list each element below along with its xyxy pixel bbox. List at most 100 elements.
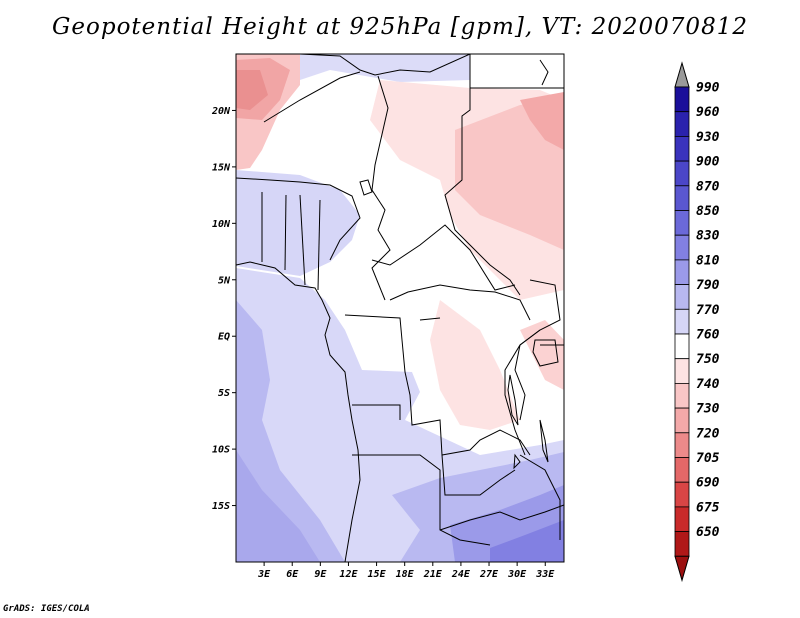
lakes <box>359 179 559 470</box>
height-field <box>236 54 564 562</box>
colorbar-level-label: 870 <box>696 179 720 194</box>
lat-tick-label: 5N <box>218 275 231 286</box>
border-zambia <box>439 504 564 531</box>
colorbar-level-label: 990 <box>696 81 720 96</box>
colorbar-swatch <box>674 160 690 187</box>
shade-745-lakes <box>520 320 564 390</box>
shade-750-central <box>430 300 520 430</box>
shade-730-ne <box>520 92 564 150</box>
colorbar-level-label: 740 <box>696 377 720 392</box>
colorbar-swatch <box>674 210 690 236</box>
shade-720-nw <box>236 70 268 110</box>
border-chad-sudan <box>444 54 521 296</box>
lon-tick-label: 12E <box>339 569 358 580</box>
colorbar-level-label: 705 <box>696 451 720 466</box>
shade-810 <box>236 450 320 562</box>
colorbar-level-label: 690 <box>696 476 720 491</box>
lon-tick-label: 18E <box>396 569 415 580</box>
border-ne-detail <box>539 59 549 86</box>
chart-title: Geopotential Height at 925hPa [gpm], VT:… <box>52 14 748 40</box>
lon-tick-label: 9E <box>314 569 327 580</box>
colorbar-level-label: 730 <box>696 402 720 417</box>
border-wa2 <box>284 194 287 271</box>
colorbar-swatch <box>674 135 690 162</box>
lon-tick-label: 30E <box>507 569 527 580</box>
colorbar-swatch <box>674 234 690 261</box>
border-car <box>371 224 516 291</box>
footer-credit: GrADS: IGES/COLA <box>3 604 90 614</box>
border-drc-north <box>389 284 531 321</box>
border-mali <box>263 71 361 123</box>
colorbar-swatch <box>674 185 690 211</box>
colorbar-bottom-cap <box>674 555 690 583</box>
lat-tick-label: 15N <box>212 162 231 173</box>
colorbar-swatch <box>674 308 690 335</box>
border-north <box>299 54 471 76</box>
colorbar-level-label: 750 <box>696 352 720 367</box>
colorbar-level-label: 830 <box>696 229 720 244</box>
border-wa3 <box>299 194 306 286</box>
colorbar-swatch <box>674 86 690 113</box>
border-wa4 <box>317 199 321 291</box>
colorbar-swatch <box>674 481 690 508</box>
colorbar-level-label: 790 <box>696 278 720 293</box>
lat-tick-label: 15S <box>212 501 230 512</box>
colorbar-swatch <box>674 457 690 483</box>
lat-tick-label: 5S <box>218 388 230 399</box>
lake-tanganyika <box>507 374 519 426</box>
colorbar: 990 960 930 900 870 850 830 810 790 770 760 750 740 7… <box>674 61 720 583</box>
lake-malawi <box>539 419 549 463</box>
lake-chad <box>359 179 373 196</box>
colorbar-level-label: 650 <box>696 525 720 540</box>
lat-tick-label: 20N <box>211 106 231 117</box>
colorbar-level-label: 850 <box>696 204 720 219</box>
longitude-axis: 3E 6E 9E 12E 15E 18E 21E 24E 27E 30E 33E <box>257 562 555 580</box>
colorbar-top-cap <box>674 61 690 88</box>
colorbar-level-label: 900 <box>696 155 720 170</box>
shade-770-west <box>236 170 360 276</box>
lon-tick-label: 21E <box>423 569 443 580</box>
shade-740-ne <box>455 100 564 250</box>
colorbar-swatch <box>674 382 690 409</box>
colorbar-level-label: 810 <box>696 253 720 268</box>
river-congo <box>419 317 441 321</box>
colorbar-level-label: 720 <box>696 426 720 441</box>
lon-tick-label: 27E <box>479 569 499 580</box>
border-namibia <box>352 454 491 546</box>
colorbar-level-label: 960 <box>696 105 720 120</box>
map-frame <box>235 53 565 563</box>
colorbar-swatch <box>674 531 690 557</box>
colorbar-swatch <box>674 111 690 137</box>
lake-kariba <box>513 453 521 470</box>
shade-830-se <box>490 520 564 562</box>
lon-tick-label: 24E <box>451 569 471 580</box>
colorbar-swatch <box>674 259 690 285</box>
lon-tick-label: 15E <box>368 569 387 580</box>
latitude-axis: 20N 15N 10N 5N EQ 5S 10S 15S <box>211 106 236 512</box>
border-tanzania <box>514 329 541 421</box>
lat-tick-label: 10S <box>212 445 230 456</box>
political-borders <box>236 54 564 562</box>
border-mozambique <box>519 454 561 540</box>
lake-victoria <box>532 339 559 367</box>
shade-770-north <box>300 54 470 82</box>
colorbar-swatch <box>674 506 690 532</box>
lat-tick-label: 10N <box>212 219 231 230</box>
colorbar-level-label: 770 <box>696 303 720 318</box>
colorbar-level-label: 675 <box>696 500 720 515</box>
colorbar-swatch <box>674 358 690 384</box>
border-angola <box>352 404 401 420</box>
lat-tick-label: EQ <box>218 332 230 343</box>
border-sahel <box>236 177 361 261</box>
border-zambia2 <box>441 454 516 496</box>
border-drc-south <box>344 314 531 456</box>
lon-tick-label: 6E <box>286 569 299 580</box>
colorbar-swatch <box>674 333 690 360</box>
colorbar-swatch <box>674 432 690 458</box>
lon-tick-label: 3E <box>257 569 271 580</box>
colorbar-level-label: 760 <box>696 328 720 343</box>
lon-tick-label: 33E <box>535 569 555 580</box>
coastline <box>236 261 361 562</box>
colorbar-swatch <box>674 284 690 310</box>
